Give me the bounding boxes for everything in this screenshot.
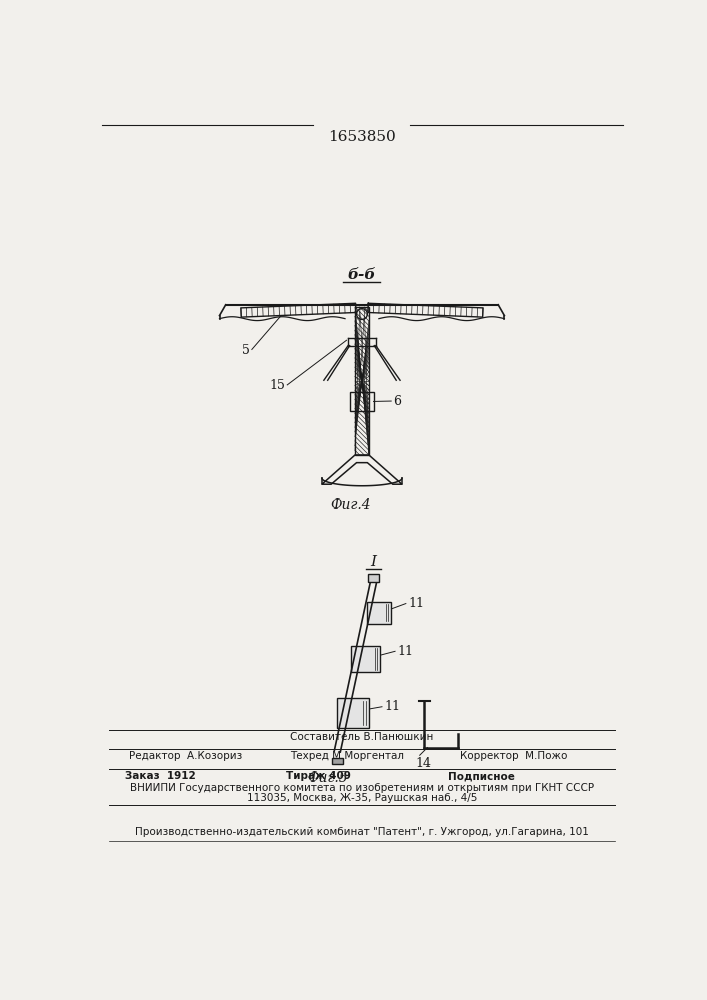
- Text: 5: 5: [243, 344, 250, 358]
- Text: 1653850: 1653850: [328, 130, 396, 144]
- Text: Тираж 409: Тираж 409: [286, 771, 351, 781]
- Text: Фиг.5: Фиг.5: [307, 771, 348, 785]
- Text: 6: 6: [393, 395, 401, 408]
- Bar: [355, 307, 369, 455]
- Text: 15: 15: [269, 379, 285, 392]
- Bar: [332, 758, 343, 764]
- Text: 11: 11: [408, 597, 424, 610]
- Text: Заказ  1912: Заказ 1912: [125, 771, 196, 781]
- Text: Корректор  М.Пожо: Корректор М.Пожо: [460, 751, 567, 761]
- Bar: [351, 392, 373, 411]
- Text: 113035, Москва, Ж-35, Раушская наб., 4/5: 113035, Москва, Ж-35, Раушская наб., 4/5: [247, 793, 477, 803]
- Bar: [368, 574, 379, 582]
- Bar: [351, 646, 380, 672]
- Text: I: I: [370, 555, 377, 569]
- Text: Подписное: Подписное: [448, 771, 515, 781]
- Bar: [337, 698, 369, 728]
- Text: Фиг.4: Фиг.4: [330, 498, 370, 512]
- Bar: [366, 602, 391, 624]
- Text: Техред М.Моргентал: Техред М.Моргентал: [291, 751, 404, 761]
- Text: 11: 11: [397, 645, 414, 658]
- Text: Производственно-издательский комбинат "Патент", г. Ужгород, ул.Гагарина, 101: Производственно-издательский комбинат "П…: [135, 827, 589, 837]
- Text: 11: 11: [385, 700, 400, 713]
- Text: ВНИИПИ Государственного комитета по изобретениям и открытиям при ГКНТ СССР: ВНИИПИ Государственного комитета по изоб…: [130, 783, 594, 793]
- Text: 14: 14: [416, 757, 432, 770]
- Text: Редактор  А.Козориз: Редактор А.Козориз: [129, 751, 242, 761]
- Text: Составитель В.Панюшкин: Составитель В.Панюшкин: [291, 732, 433, 742]
- Text: б-б: б-б: [348, 268, 376, 282]
